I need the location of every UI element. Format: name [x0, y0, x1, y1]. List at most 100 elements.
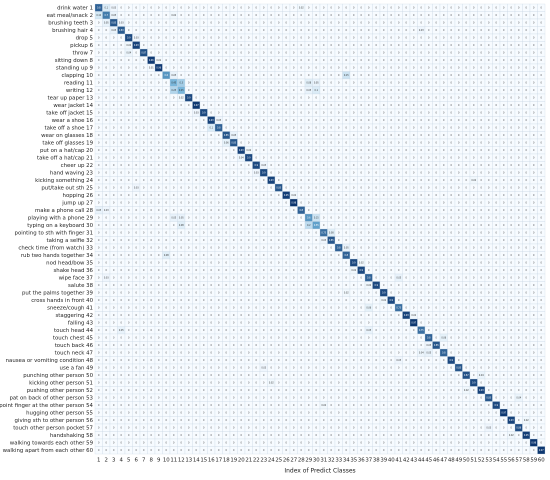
cell-label: 0 [241, 21, 243, 24]
cell-label: 0 [263, 29, 265, 32]
cell-label: 0.05 [179, 216, 184, 219]
cell-label: 0 [241, 6, 243, 9]
cell-label: 0 [323, 6, 325, 9]
cell-label: 0 [488, 29, 490, 32]
cell-label: 0 [391, 44, 393, 47]
cell-label: 0 [233, 21, 235, 24]
cell-label: 0.04 [126, 51, 131, 54]
cell-label: 0 [248, 36, 250, 39]
cell-label: 0.1 [105, 6, 109, 9]
cell-label: 0.03 [321, 239, 326, 242]
cell-label: 0 [203, 44, 205, 47]
cell-label: 0 [151, 21, 153, 24]
cell-label: 0 [383, 36, 385, 39]
cell-label: 0.02 [299, 6, 304, 9]
cell-label: 0 [368, 29, 370, 32]
cell-label: 0 [406, 6, 408, 9]
cell-label: 0.03 [419, 29, 424, 32]
cell-label: 0 [443, 21, 445, 24]
cell-label: 0 [241, 29, 243, 32]
cell-label: 0 [143, 29, 145, 32]
cell-label: 0.85 [231, 141, 236, 144]
cell-label: 0 [353, 6, 355, 9]
cell-label: 0 [316, 6, 318, 9]
cell-label: 0 [376, 29, 378, 32]
cell-label: 0 [166, 14, 168, 17]
cell-label: 0 [451, 14, 453, 17]
cell-label: 0 [293, 29, 295, 32]
cell-label: 0.02 [471, 179, 476, 182]
cell-label: 0 [458, 29, 460, 32]
cell-label: 0 [533, 36, 535, 39]
cell-label: 0.02 [291, 194, 296, 197]
cell-label: 0.8 [97, 6, 101, 9]
cell-label: 0 [256, 6, 258, 9]
cell-label: 0 [158, 36, 160, 39]
cell-label: 0 [451, 44, 453, 47]
cell-label: 0 [481, 14, 483, 17]
cell-label: 0 [443, 29, 445, 32]
cell-label: 0 [436, 6, 438, 9]
cell-label: 0 [496, 14, 498, 17]
cell-label: 0 [518, 14, 520, 17]
cell-label: 0.05 [171, 216, 176, 219]
cell-label: 0 [503, 29, 505, 32]
cell-label: 0 [503, 21, 505, 24]
cell-label: 0 [166, 29, 168, 32]
cell-label: 0 [98, 44, 100, 47]
cell-label: 0 [166, 6, 168, 9]
cell-label: 0 [481, 29, 483, 32]
cell-label: 0.03 [261, 164, 266, 167]
cell-label: 0 [263, 36, 265, 39]
cell-label: 0 [106, 51, 108, 54]
cell-label: 0 [98, 29, 100, 32]
cell-label: 0 [181, 21, 183, 24]
cell-label: 0 [278, 6, 280, 9]
cell-label: 0 [181, 14, 183, 17]
cell-label: 0 [391, 6, 393, 9]
cell-label: 0 [496, 6, 498, 9]
cell-label: 0 [301, 21, 303, 24]
cell-label: 0 [541, 44, 543, 47]
cell-label: 0 [323, 29, 325, 32]
cell-label: 0 [158, 29, 160, 32]
cell-label: 0 [458, 36, 460, 39]
cell-label: 0 [151, 36, 153, 39]
cell-label: 0.9 [390, 299, 394, 302]
cell-label: 0 [106, 44, 108, 47]
cell-label: 0 [106, 29, 108, 32]
cell-label: 0 [256, 21, 258, 24]
cell-label: 0 [136, 29, 138, 32]
cell-label: 0 [541, 14, 543, 17]
cell-label: 0 [473, 21, 475, 24]
cell-label: 0 [166, 51, 168, 54]
cell-label: 0 [436, 36, 438, 39]
cell-label: 0 [518, 36, 520, 39]
cell-label: 0 [443, 6, 445, 9]
cell-label: 0 [331, 14, 333, 17]
cell-label: 0 [233, 14, 235, 17]
cell-label: 0 [166, 21, 168, 24]
cell-label: 0 [226, 44, 228, 47]
cell-label: 0 [376, 44, 378, 47]
cell-label: 0 [263, 14, 265, 17]
cell-label: 0.03 [111, 6, 116, 9]
cell-label: 0 [226, 14, 228, 17]
cell-label: 0 [211, 29, 213, 32]
cell-label: 0 [376, 14, 378, 17]
cell-label: 0 [361, 21, 363, 24]
cell-label: 0 [188, 14, 190, 17]
cell-label: 0 [323, 36, 325, 39]
cell-label: 0.01 [156, 59, 161, 62]
cell-label: 0 [188, 21, 190, 24]
cell-label: 0.85 [224, 134, 229, 137]
cell-label: 0.93 [269, 179, 274, 182]
cell-label: 0 [256, 36, 258, 39]
cell-label: 0 [451, 29, 453, 32]
cell-label: 0 [488, 21, 490, 24]
cell-label: 0 [368, 44, 370, 47]
cell-label: 0 [188, 6, 190, 9]
cell-label: 0 [473, 29, 475, 32]
cell-label: 0 [308, 44, 310, 47]
